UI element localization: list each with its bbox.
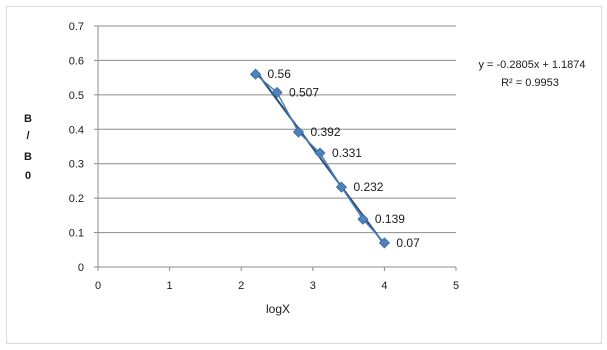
data-point: [378, 237, 390, 249]
data-point: [357, 213, 369, 225]
x-tick-label: 3: [310, 280, 316, 292]
data-point: [335, 181, 348, 193]
y-tick-label: 0.1: [69, 228, 84, 240]
series-layer: [249, 68, 390, 249]
y-axis-title-part: B: [24, 113, 32, 125]
data-label: 0.392: [310, 125, 340, 139]
data-label: 0.139: [375, 212, 405, 226]
chart: 0 1 2 3 4 500.10.20.30.40.50.60.7 0.560.5070.…: [24, 21, 585, 316]
y-tick-label: 0.7: [69, 21, 84, 33]
trendline-equation: y = -0.2805x + 1.1874: [478, 59, 585, 71]
y-tick-label: 0.2: [69, 193, 84, 205]
data-point: [271, 86, 283, 99]
chart-frame: 0 1 2 3 4 5 0 0.1 0.2 0.3 0.4 0.5 0.6 0.7 0.56 0.507 0.…: [6, 6, 602, 344]
x-tick-label: 1: [167, 280, 173, 292]
data-point: [292, 126, 305, 138]
data-point: [314, 147, 326, 159]
axes: [94, 25, 457, 271]
data-label: 0.507: [289, 85, 319, 99]
y-tick-label: 0.6: [69, 55, 84, 67]
y-tick-label: 0.5: [69, 90, 84, 102]
x-tick-label: 2: [238, 280, 244, 292]
y-axis-title: B / B 0: [24, 113, 32, 182]
y-axis-title-part: /: [26, 130, 29, 142]
y-tick-label: 0.3: [69, 159, 84, 171]
tick-labels: 0 1 2 3 4 5 0 0.1 0.2 0.3 0.4 0.5 0.6 0.7: [69, 21, 459, 292]
data-label: 0.56: [268, 67, 292, 81]
y-tick-label: 0: [78, 262, 84, 274]
y-axis-title-part: 0: [25, 170, 31, 182]
x-tick-label: 0: [95, 280, 101, 292]
data-labels: 0.56 0.507 0.392 0.331 0.232 0.139 0.07: [268, 67, 421, 250]
x-tick-label: 4: [381, 280, 387, 292]
gridlines: [98, 25, 456, 234]
y-axis-title-part: B: [24, 151, 32, 163]
y-tick-label: 0.4: [69, 124, 84, 136]
data-point: [249, 68, 262, 80]
data-label: 0.232: [353, 180, 383, 194]
x-tick-label: 5: [453, 280, 459, 292]
x-axis-title: logX: [266, 302, 290, 316]
r-squared-label: R² = 0.9953: [501, 77, 559, 89]
data-label: 0.07: [396, 236, 420, 250]
data-label: 0.331: [332, 146, 362, 160]
